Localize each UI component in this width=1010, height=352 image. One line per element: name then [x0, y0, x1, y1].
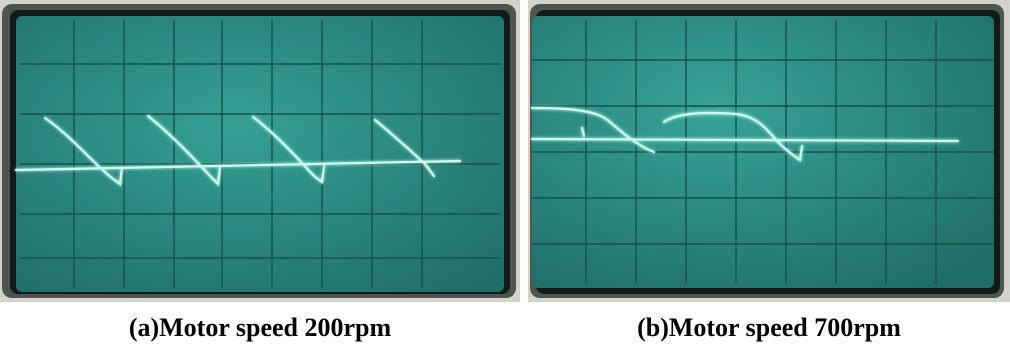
oscilloscope-photo-700rpm [528, 0, 1010, 302]
caption-panel-a: (a)Motor speed 200rpm [128, 313, 392, 342]
phosphor-screen [16, 16, 504, 292]
caption-panel-b: (b)Motor speed 700rpm [637, 313, 901, 342]
grid-lines [532, 20, 994, 284]
grid-lines [20, 20, 500, 288]
waveform-trace-b [530, 106, 960, 162]
oscilloscope-screen-a [0, 0, 520, 302]
oscilloscope-screen-b [528, 0, 1010, 302]
waveform-trace-a [14, 114, 462, 187]
oscilloscope-photo-200rpm [0, 0, 520, 302]
